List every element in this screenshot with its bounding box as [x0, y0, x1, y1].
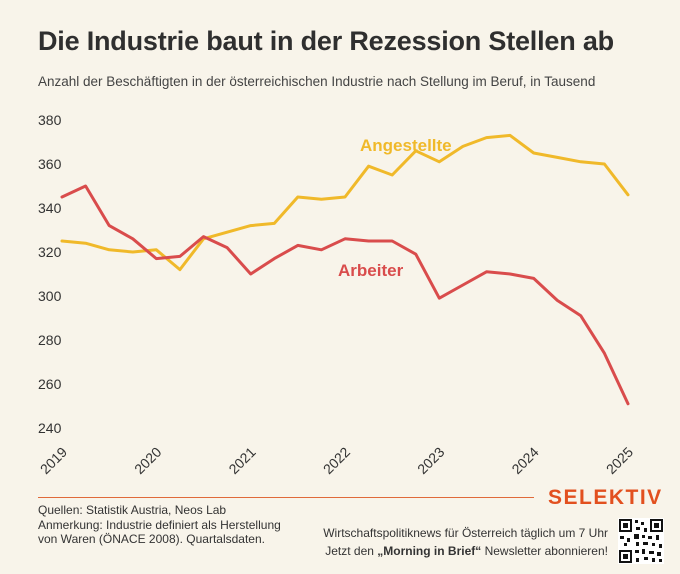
promo-suffix: Newsletter abonnieren!: [481, 544, 608, 558]
y-axis-ticks: 240 260 280 300 320 340 360 380: [38, 112, 62, 436]
x-tick-label: 2019: [37, 444, 70, 477]
x-tick-label: 2024: [508, 444, 541, 477]
line-chart: 240 260 280 300 320 340 360 380 2019 2020 2021 202…: [37, 112, 636, 477]
y-tick-label: 340: [38, 200, 62, 216]
y-tick-label: 380: [38, 112, 62, 128]
note-line-2: von Waren (ÖNACE 2008). Quartalsdaten.: [38, 532, 265, 546]
series-label-angestellte: Angestellte: [360, 136, 452, 155]
promo-line-2[interactable]: Jetzt den „Morning in Brief“ Newsletter …: [323, 542, 608, 560]
x-tick-label: 2020: [131, 444, 164, 477]
chart-subtitle: Anzahl der Beschäftigten in der österrei…: [38, 74, 596, 89]
brand-logo[interactable]: SELEKTIV: [548, 486, 663, 509]
series-lines: [60, 133, 630, 406]
footer-divider: [38, 497, 534, 498]
chart-title: Die Industrie baut in der Rezession Stel…: [38, 26, 614, 56]
y-tick-label: 260: [38, 376, 62, 392]
series-labels: Angestellte Arbeiter: [338, 136, 452, 280]
y-tick-label: 360: [38, 156, 62, 172]
x-tick-label: 2025: [603, 444, 636, 477]
series-line-angestellte: [60, 133, 630, 272]
sources-line: Quellen: Statistik Austria, Neos Lab: [38, 503, 227, 517]
newsletter-promo: Wirtschaftspolitiknews für Österreich tä…: [323, 524, 608, 560]
y-tick-label: 320: [38, 244, 62, 260]
promo-line-1: Wirtschaftspolitiknews für Österreich tä…: [323, 526, 608, 540]
y-tick-label: 280: [38, 332, 62, 348]
newsletter-name: „Morning in Brief“: [377, 544, 482, 558]
x-axis-ticks: 2019 2020 2021 2022 2023 2024 2025: [37, 444, 636, 477]
y-tick-label: 300: [38, 288, 62, 304]
x-tick-label: 2022: [320, 444, 353, 477]
qr-code-icon[interactable]: [618, 518, 664, 564]
series-label-arbeiter: Arbeiter: [338, 261, 404, 280]
note-line-1: Anmerkung: Industrie definiert als Herst…: [38, 517, 281, 532]
footer-sources: Quellen: Statistik Austria, Neos Lab Anm…: [38, 503, 281, 547]
x-tick-label: 2021: [225, 444, 258, 477]
y-tick-label: 240: [38, 420, 62, 436]
series-line-arbeiter: [60, 184, 630, 406]
promo-prefix: Jetzt den: [325, 544, 378, 558]
x-tick-label: 2023: [414, 444, 447, 477]
